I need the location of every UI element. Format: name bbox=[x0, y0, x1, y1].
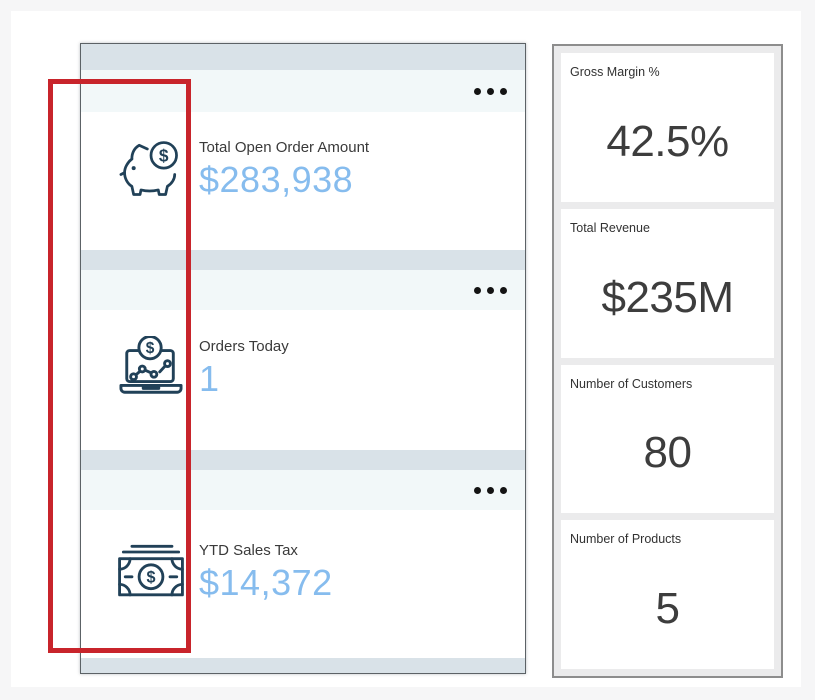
svg-text:$: $ bbox=[159, 145, 169, 165]
svg-text:$: $ bbox=[146, 340, 155, 357]
dot bbox=[487, 286, 494, 294]
more-options-icon[interactable] bbox=[472, 483, 509, 498]
kpi-card-number-of-products[interactable]: Number of Products 5 bbox=[561, 520, 774, 669]
kpi-label: Number of Products bbox=[570, 532, 682, 547]
card-value: 1 bbox=[199, 357, 220, 399]
kpi-card-total-revenue[interactable]: Total Revenue $235M bbox=[561, 208, 774, 358]
report-canvas: $ Total Open Order Amount $283,938 bbox=[11, 11, 801, 687]
kpi-card-gross-margin[interactable]: Gross Margin % 42.5% bbox=[561, 53, 774, 202]
dot bbox=[474, 286, 481, 294]
kpi-value: $235M bbox=[601, 272, 734, 322]
kpi-label: Gross Margin % bbox=[570, 65, 660, 79]
card-label: Total Open Order Amount bbox=[199, 139, 370, 157]
card-value: $14,372 bbox=[199, 561, 333, 603]
card-text: Total Open Order Amount $283,938 bbox=[199, 139, 369, 199]
kpi-card-number-of-customers[interactable]: Number of Customers 80 bbox=[561, 364, 774, 514]
dot bbox=[500, 286, 507, 294]
multi-card-panel: $ Total Open Order Amount $283,938 bbox=[80, 43, 526, 674]
card-text: YTD Sales Tax $14,372 bbox=[199, 542, 333, 602]
card-body: $ YTD Sales Tax $14,372 bbox=[81, 510, 525, 658]
kpi-value-area: 80 bbox=[570, 397, 765, 511]
card-label: Orders Today bbox=[199, 338, 289, 356]
dot bbox=[474, 87, 481, 95]
card-text: Orders Today 1 bbox=[199, 338, 289, 398]
card-label: YTD Sales Tax bbox=[199, 542, 298, 560]
card-body: $ Orders Today 1 bbox=[81, 310, 525, 450]
kpi-value: 5 bbox=[655, 584, 680, 634]
kpi-value-area: 5 bbox=[570, 552, 765, 666]
card-header bbox=[81, 270, 525, 310]
banknote-icon: $ bbox=[105, 542, 197, 602]
card-value: $283,938 bbox=[199, 158, 354, 200]
kpi-card-orders-today[interactable]: $ Orders Today 1 bbox=[81, 270, 525, 450]
dot bbox=[474, 486, 481, 494]
more-options-icon[interactable] bbox=[472, 283, 509, 298]
kpi-value: 42.5% bbox=[606, 116, 729, 166]
svg-text:$: $ bbox=[146, 568, 155, 586]
piggy-bank-icon: $ bbox=[105, 138, 197, 200]
laptop-chart-icon: $ bbox=[105, 336, 197, 400]
kpi-card-ytd-sales-tax[interactable]: $ YTD Sales Tax $14,372 bbox=[81, 470, 525, 658]
kpi-value-area: $235M bbox=[570, 241, 765, 355]
dot bbox=[500, 486, 507, 494]
dot bbox=[487, 87, 494, 95]
kpi-value: 80 bbox=[643, 428, 692, 478]
dot bbox=[487, 486, 494, 494]
card-body: $ Total Open Order Amount $283,938 bbox=[81, 112, 525, 250]
more-options-icon[interactable] bbox=[472, 84, 509, 99]
kpi-card-total-open-order-amount[interactable]: $ Total Open Order Amount $283,938 bbox=[81, 70, 525, 250]
kpi-label: Total Revenue bbox=[570, 220, 650, 235]
card-header bbox=[81, 470, 525, 510]
dot bbox=[500, 87, 507, 95]
card-header bbox=[81, 70, 525, 112]
kpi-card-column: Gross Margin % 42.5% Total Revenue $235M… bbox=[552, 44, 783, 678]
kpi-value-area: 42.5% bbox=[570, 85, 765, 199]
kpi-label: Number of Customers bbox=[570, 376, 693, 391]
